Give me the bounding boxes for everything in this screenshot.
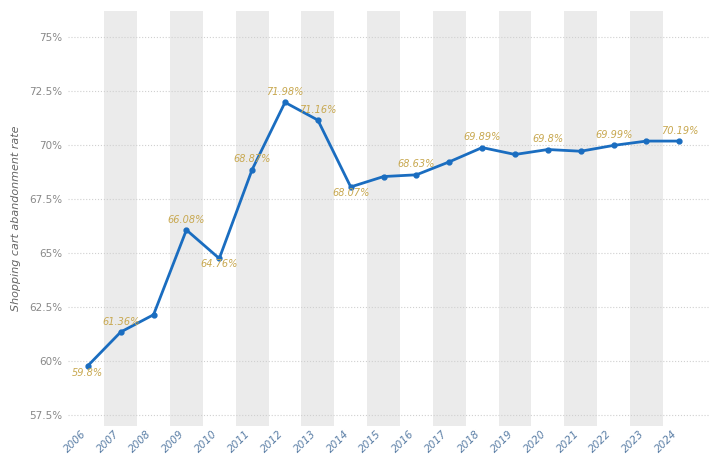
Bar: [663, 11, 696, 426]
Bar: [597, 11, 630, 426]
Text: 66.08%: 66.08%: [168, 214, 205, 225]
Bar: [203, 11, 235, 426]
Bar: [433, 11, 466, 426]
Bar: [466, 11, 498, 426]
Text: 69.99%: 69.99%: [595, 130, 632, 140]
Text: 69.89%: 69.89%: [464, 132, 501, 142]
Bar: [564, 11, 597, 426]
Bar: [170, 11, 203, 426]
Bar: [630, 11, 663, 426]
Bar: [302, 11, 334, 426]
Text: 64.76%: 64.76%: [201, 259, 238, 269]
Text: 69.8%: 69.8%: [532, 134, 564, 144]
Text: 59.8%: 59.8%: [72, 368, 104, 377]
Bar: [531, 11, 564, 426]
Text: 68.87%: 68.87%: [233, 154, 271, 164]
Text: 70.19%: 70.19%: [661, 126, 698, 136]
Text: 68.63%: 68.63%: [397, 159, 435, 170]
Bar: [104, 11, 137, 426]
Bar: [71, 11, 104, 426]
Bar: [235, 11, 269, 426]
Bar: [269, 11, 302, 426]
Bar: [367, 11, 400, 426]
Y-axis label: Shopping cart abandonment rate: Shopping cart abandonment rate: [11, 126, 21, 311]
Bar: [498, 11, 531, 426]
Text: 71.16%: 71.16%: [300, 105, 336, 115]
Bar: [334, 11, 367, 426]
Text: 68.07%: 68.07%: [332, 188, 369, 198]
Bar: [137, 11, 170, 426]
Text: 71.98%: 71.98%: [266, 87, 304, 97]
Bar: [400, 11, 433, 426]
Text: 61.36%: 61.36%: [102, 316, 140, 327]
